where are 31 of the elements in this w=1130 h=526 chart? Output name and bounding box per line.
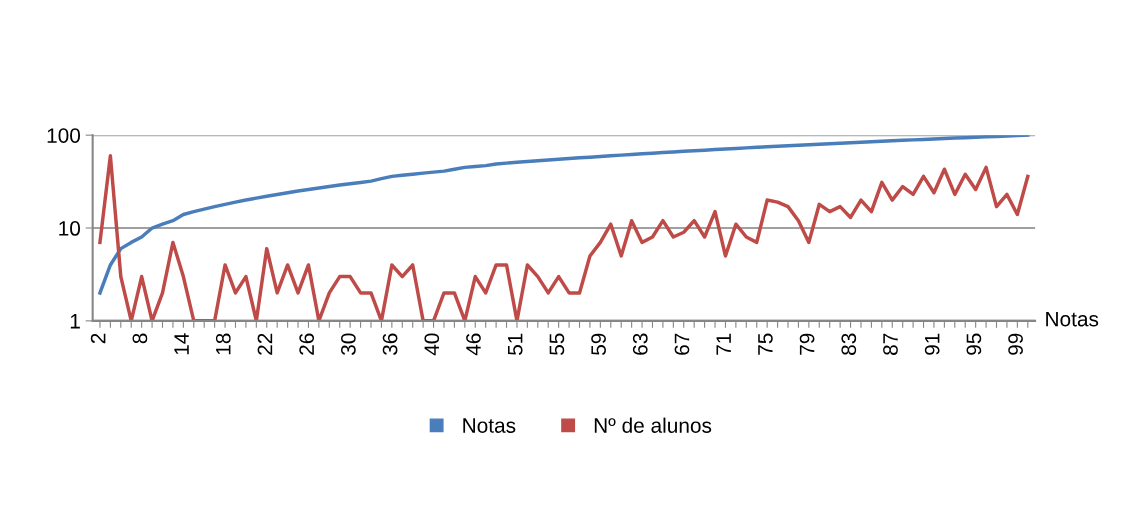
x-tick-label: 46 bbox=[466, 333, 481, 356]
x-tick-label: 79 bbox=[799, 333, 815, 355]
x-tick-label: 95 bbox=[966, 333, 982, 355]
x-tick-label: 55 bbox=[549, 333, 565, 355]
x-tick-label: 30 bbox=[341, 333, 356, 356]
x-tick-label: 14 bbox=[174, 333, 189, 355]
x-tick-label: 87 bbox=[883, 333, 898, 355]
x-tick-label: 36 bbox=[382, 333, 398, 356]
y-tick-label: 100 bbox=[47, 128, 81, 143]
x-tick-label: 99 bbox=[1008, 333, 1023, 355]
x-tick-label: 40 bbox=[424, 333, 440, 356]
y-tick-label: 10 bbox=[59, 221, 81, 236]
x-tick-label: 75 bbox=[758, 333, 773, 355]
x-tick-label: 51 bbox=[508, 333, 523, 355]
x-tick-label: 83 bbox=[841, 333, 857, 355]
x-tick-label: 91 bbox=[924, 333, 940, 355]
x-axis-title: Notas bbox=[1046, 311, 1099, 327]
x-tick-label: 18 bbox=[215, 333, 231, 355]
legend-label: Nº de alunos bbox=[594, 417, 712, 433]
x-tick-label: 71 bbox=[716, 333, 731, 355]
x-tick-label: 59 bbox=[591, 333, 606, 355]
x-tick-label: 63 bbox=[632, 333, 648, 355]
x-tick-label: 2 bbox=[90, 333, 106, 344]
x-tick-label: 8 bbox=[132, 333, 148, 344]
legend-label: Notas bbox=[463, 418, 516, 433]
x-tick-label: 22 bbox=[257, 333, 273, 355]
y-tick-label: 1 bbox=[70, 314, 80, 329]
line-series bbox=[98, 135, 1030, 295]
x-tick-label: 26 bbox=[299, 333, 315, 355]
line-series bbox=[98, 154, 1030, 321]
x-tick-label: 67 bbox=[674, 333, 690, 355]
